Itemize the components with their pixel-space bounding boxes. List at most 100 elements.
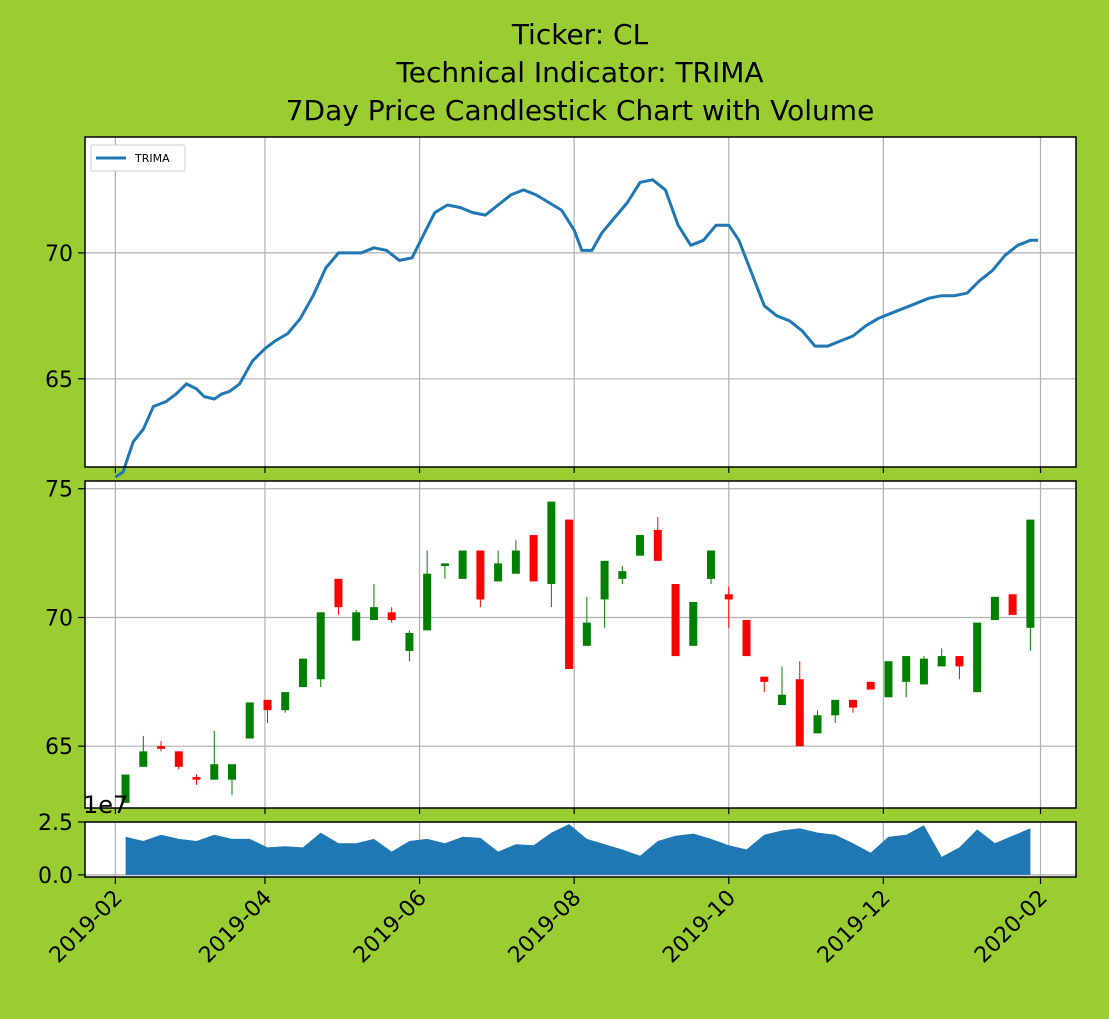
trima-frame [84, 136, 1077, 468]
candle-body [724, 594, 733, 600]
price-panel: 65 70 75 [45, 478, 1077, 809]
trima-plot-area [85, 137, 1076, 467]
candle-body [689, 602, 698, 646]
y-tick-label: 70 [45, 242, 73, 267]
candle [831, 699, 840, 724]
candle-body [263, 699, 272, 711]
candle [494, 550, 503, 582]
candle [724, 586, 733, 628]
candle [955, 656, 964, 680]
candle [210, 730, 219, 780]
y-tick-label: 75 [45, 478, 73, 503]
candle [334, 578, 343, 615]
candle-body [742, 620, 751, 657]
candle-body [405, 632, 414, 651]
candle-body [334, 578, 343, 608]
candle-body [529, 535, 538, 582]
candle-body [298, 658, 307, 687]
trima-gridlines [85, 137, 1076, 467]
price-gridlines [85, 481, 1076, 808]
candle-body [990, 596, 999, 621]
candle-body [316, 612, 325, 680]
legend-label: TRIMA [134, 152, 170, 165]
candle [511, 540, 520, 574]
candle [547, 501, 556, 608]
candle [707, 550, 716, 584]
chart-title-line-3: 7Day Price Candlestick Chart with Volume [286, 94, 875, 127]
candle-body [245, 702, 254, 739]
candle [174, 751, 183, 770]
candle [582, 596, 591, 646]
candle-body [139, 751, 148, 767]
candle [777, 666, 786, 706]
candle-body [760, 676, 769, 682]
candle-body [848, 699, 857, 708]
volume-frame [84, 821, 1077, 878]
candle [281, 692, 290, 713]
candle [298, 658, 307, 687]
candle-body [831, 699, 840, 716]
chart-title-line-2: Technical Indicator: TRIMA [395, 56, 763, 89]
trima-panel: TRIMA 65 70 [45, 136, 1077, 479]
y-tick-label: 2.5 [38, 811, 73, 836]
candle [440, 563, 449, 579]
candle-body [707, 550, 716, 579]
candle-body [653, 529, 662, 561]
candle-body [937, 656, 946, 667]
trima-line [114, 178, 1038, 479]
candle-body [636, 535, 645, 556]
candle-body [458, 550, 467, 579]
candle-body [902, 656, 911, 682]
y-tick-label: 65 [45, 735, 73, 760]
candle [316, 612, 325, 687]
candle-body [157, 746, 166, 749]
trima-legend: TRIMA [90, 144, 186, 172]
candle-body [1026, 519, 1035, 628]
candle-body [281, 692, 290, 711]
candle [369, 583, 378, 621]
candle [671, 583, 680, 657]
candle-body [121, 774, 130, 803]
candle [919, 656, 928, 685]
candle-body [423, 573, 432, 631]
candle-body [582, 622, 591, 646]
candle-body [884, 661, 893, 698]
candlesticks [121, 501, 1035, 803]
candle [813, 710, 822, 734]
chart-title-line-1: Ticker: CL [511, 18, 649, 51]
candle [121, 774, 130, 803]
candle-body [352, 612, 361, 641]
candle [689, 602, 698, 646]
candle-body [777, 694, 786, 706]
candle-body [440, 563, 449, 566]
candle-body [174, 751, 183, 767]
candle-body [813, 715, 822, 734]
candle-body [210, 764, 219, 780]
candle [600, 560, 609, 628]
candle [263, 699, 272, 724]
price-plot-area [85, 481, 1076, 808]
trima-y-axis: 65 70 [45, 242, 85, 393]
candle-body [919, 658, 928, 685]
candle-body [228, 764, 237, 780]
candle-body [955, 656, 964, 667]
candle [139, 735, 148, 767]
candle [760, 676, 769, 693]
candle [192, 774, 201, 785]
candle-body [600, 560, 609, 600]
y-tick-label: 65 [45, 368, 73, 393]
price-frame [84, 480, 1077, 809]
candle [565, 519, 574, 669]
candle [902, 656, 911, 698]
candle [795, 661, 804, 747]
candle [423, 550, 432, 631]
candle [458, 550, 467, 579]
candle-body [494, 563, 503, 582]
candle-body [618, 571, 627, 579]
candle-body [866, 681, 875, 690]
candle [1026, 519, 1035, 651]
candle-body [795, 679, 804, 747]
candle [529, 535, 538, 582]
y-tick-label: 70 [45, 606, 73, 631]
